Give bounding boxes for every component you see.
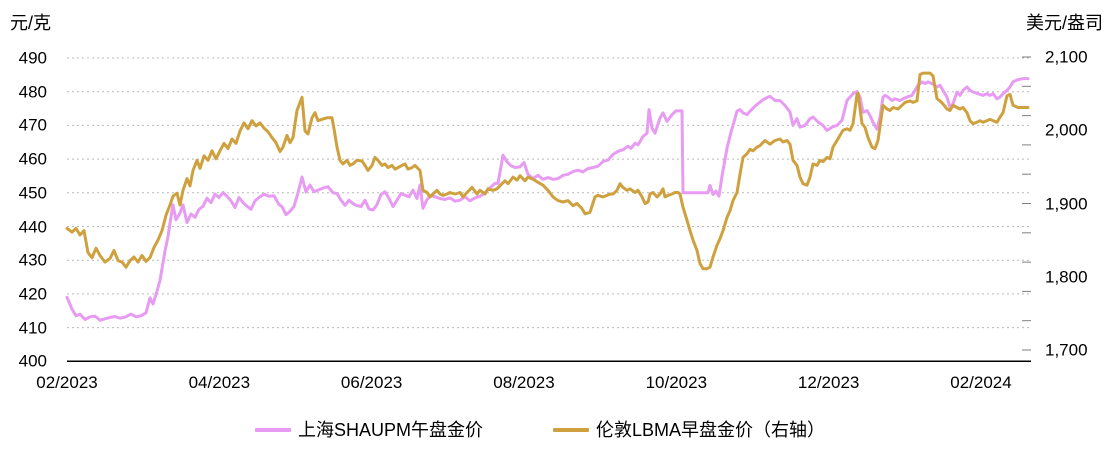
- left-axis-tick-label: 450: [18, 183, 47, 203]
- left-axis-tick-label: 420: [18, 284, 47, 304]
- x-axis-tick-label: 08/2023: [493, 373, 555, 392]
- right-axis-tick-label: 2,000: [1045, 120, 1088, 140]
- right-axis-tick-label: 2,100: [1045, 47, 1088, 67]
- left-axis-title: 元/克: [10, 13, 52, 33]
- right-axis-title: 美元/盎司: [1025, 13, 1103, 33]
- right-axis-minor-ticks: [1022, 56, 1031, 351]
- x-axis-tick-label: 06/2023: [340, 373, 403, 392]
- left-axis-tick-label: 460: [18, 149, 47, 169]
- series-line-shaupm: [65, 77, 1030, 322]
- left-axis-tick-label: 400: [18, 351, 47, 371]
- left-axis-tick-label: 490: [18, 48, 47, 68]
- right-axis-tick-label: 1,700: [1045, 340, 1088, 360]
- series-line-lbma: [65, 71, 1030, 271]
- x-axis-tick-label: 10/2023: [645, 373, 708, 392]
- left-axis-tick-label: 440: [18, 217, 47, 236]
- left-axis-tick-label: 480: [18, 82, 47, 102]
- x-axis-tick-label: 04/2023: [188, 373, 251, 392]
- left-axis-tick-label: 470: [18, 115, 47, 135]
- left-axis-tick-label: 410: [18, 318, 47, 338]
- x-axis-tick-label: 12/2023: [797, 373, 860, 392]
- right-axis-tick-label: 1,800: [1045, 267, 1088, 287]
- left-axis-tick-label: 430: [18, 250, 47, 270]
- x-axis-tick-label: 02/2023: [36, 373, 98, 392]
- x-axis-tick-label: 02/2024: [950, 373, 1012, 392]
- series-lines: [65, 71, 1030, 322]
- right-axis-tick-label: 1,900: [1045, 194, 1088, 213]
